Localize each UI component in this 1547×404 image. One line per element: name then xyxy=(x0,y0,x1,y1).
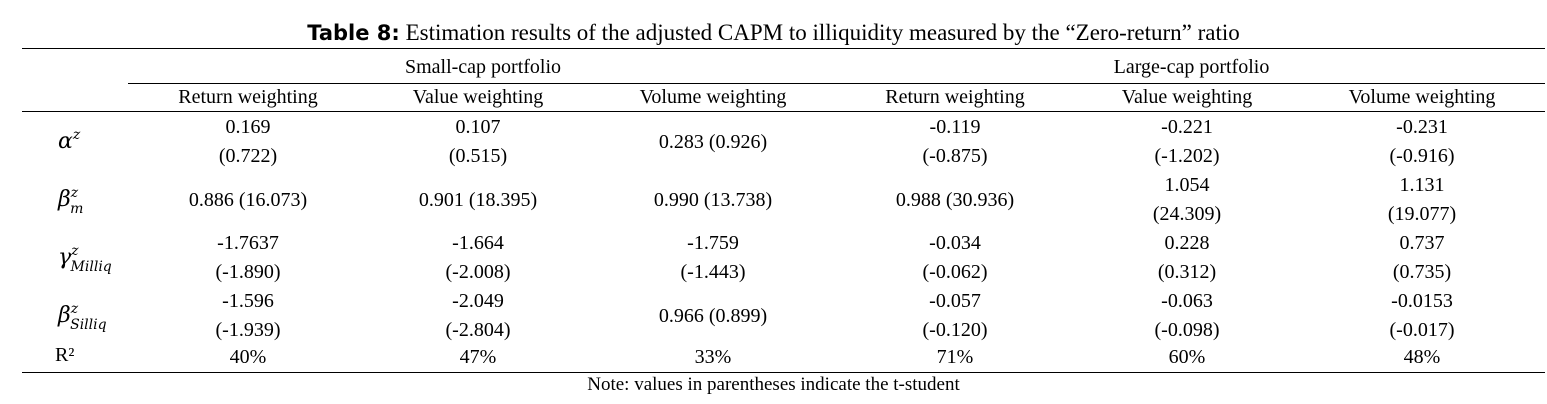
table-cell-beta_silliq-col4-estimate: -0.057 xyxy=(929,290,981,312)
table-cell-gamma_milliq-col2-estimate: -1.664 xyxy=(452,232,504,254)
table-cell-alpha-col4-estimate: -0.119 xyxy=(929,116,981,138)
column-header-small-3: Volume weighting xyxy=(639,86,787,108)
row-label-beta_m: βzm xyxy=(58,185,83,217)
table-cell-gamma_milliq-col4-estimate: -0.034 xyxy=(929,232,981,254)
row-label-text: R² xyxy=(55,344,75,366)
table-cell-beta_silliq-col5-estimate: -0.063 xyxy=(1161,290,1213,312)
table-cell-r2-col2-estimate: 47% xyxy=(459,346,497,368)
row-subscript: m xyxy=(70,201,84,217)
table-cell-r2-col6-estimate: 48% xyxy=(1403,346,1441,368)
column-header-small-1: Return weighting xyxy=(178,86,318,108)
column-header-large-1: Return weighting xyxy=(885,86,1025,108)
row-superscript: z xyxy=(70,185,79,201)
table-cell-alpha-col2-tstat: (0.515) xyxy=(448,145,508,167)
table-cell-beta_m-col2-estimate: 0.901 (18.395) xyxy=(418,188,538,211)
group-header-large-cap: Large-cap portfolio xyxy=(1113,56,1270,78)
row-superscript: z xyxy=(71,243,79,259)
table-cell-beta_m-col1-estimate: 0.886 (16.073) xyxy=(188,188,308,211)
table-cell-beta_silliq-col2-tstat: (-2.804) xyxy=(445,319,511,341)
table-cell-alpha-col4-tstat: (-0.875) xyxy=(922,145,988,167)
table-cell-beta_m-col6-tstat: (19.077) xyxy=(1387,203,1457,225)
row-superscript: z xyxy=(70,301,79,317)
table-cell-beta_m-col3-estimate: 0.990 (13.738) xyxy=(653,188,773,211)
top-rule xyxy=(22,48,1545,49)
table-cell-gamma_milliq-col6-estimate: 0.737 xyxy=(1399,232,1445,254)
table-cell-beta_silliq-col2-estimate: -2.049 xyxy=(452,290,504,312)
table-cell-gamma_milliq-col4-tstat: (-0.062) xyxy=(922,261,988,283)
table-cell-gamma_milliq-col1-tstat: (-1.890) xyxy=(215,261,281,283)
table-cell-r2-col4-estimate: 71% xyxy=(936,346,974,368)
table-cell-gamma_milliq-col2-tstat: (-2.008) xyxy=(445,261,511,283)
table-cell-beta_silliq-col3-estimate: 0.966 (0.899) xyxy=(658,304,768,327)
row-symbol: β xyxy=(58,187,71,212)
table-cell-alpha-col6-estimate: -0.231 xyxy=(1396,116,1448,138)
table-cell-alpha-col1-tstat: (0.722) xyxy=(218,145,278,167)
row-label-alpha: αz xyxy=(58,127,80,154)
table-cell-r2-col1-estimate: 40% xyxy=(229,346,267,368)
header-rule xyxy=(22,111,1545,112)
table-cell-gamma_milliq-col3-tstat: (-1.443) xyxy=(680,261,746,283)
row-label-beta_silliq: βzSilliq xyxy=(58,301,107,333)
table-cell-gamma_milliq-col5-tstat: (0.312) xyxy=(1157,261,1217,283)
table-title: Table 8: Estimation results of the adjus… xyxy=(0,18,1547,48)
row-subscript: Milliq xyxy=(70,259,112,275)
table-cell-beta_m-col5-estimate: 1.054 xyxy=(1164,174,1210,196)
column-header-large-3: Volume weighting xyxy=(1348,86,1496,108)
table-cell-beta_silliq-col5-tstat: (-0.098) xyxy=(1154,319,1220,341)
table-number: Table 8: xyxy=(307,21,400,45)
table-cell-beta_silliq-col4-tstat: (-0.120) xyxy=(922,319,988,341)
table-cell-beta_silliq-col1-tstat: (-1.939) xyxy=(215,319,281,341)
row-symbol: γ xyxy=(58,245,72,270)
row-label-gamma_milliq: γzMilliq xyxy=(58,243,112,275)
group-rule xyxy=(128,83,1545,84)
table-cell-alpha-col6-tstat: (-0.916) xyxy=(1389,145,1455,167)
table-cell-beta_m-col6-estimate: 1.131 xyxy=(1399,174,1445,196)
table-cell-alpha-col3-estimate: 0.283 (0.926) xyxy=(658,130,768,153)
row-subscript: Silliq xyxy=(70,317,107,333)
table-note: Note: values in parentheses indicate the… xyxy=(587,374,960,395)
table-cell-beta_silliq-col6-tstat: (-0.017) xyxy=(1389,319,1455,341)
group-header-small-cap: Small-cap portfolio xyxy=(404,56,562,78)
table-cell-alpha-col2-estimate: 0.107 xyxy=(455,116,501,138)
table-cell-gamma_milliq-col1-estimate: -1.7637 xyxy=(217,232,279,254)
table-cell-gamma_milliq-col5-estimate: 0.228 xyxy=(1164,232,1210,254)
bottom-rule xyxy=(22,372,1545,373)
table-cell-beta_silliq-col1-estimate: -1.596 xyxy=(222,290,274,312)
table-cell-beta_m-col4-estimate: 0.988 (30.936) xyxy=(895,188,1015,211)
table-cell-beta_silliq-col6-estimate: -0.0153 xyxy=(1391,290,1453,312)
table-cell-gamma_milliq-col3-estimate: -1.759 xyxy=(687,232,739,254)
row-symbol: α xyxy=(58,129,73,154)
table-cell-gamma_milliq-col6-tstat: (0.735) xyxy=(1392,261,1452,283)
table-cell-beta_m-col5-tstat: (24.309) xyxy=(1152,203,1222,225)
table-cell-alpha-col5-estimate: -0.221 xyxy=(1161,116,1213,138)
row-label-r2: R² xyxy=(55,344,74,367)
table-caption: Estimation results of the adjusted CAPM … xyxy=(405,20,1240,45)
table-cell-r2-col3-estimate: 33% xyxy=(694,346,732,368)
table-cell-alpha-col5-tstat: (-1.202) xyxy=(1154,145,1220,167)
table-cell-r2-col5-estimate: 60% xyxy=(1168,346,1206,368)
column-header-small-2: Value weighting xyxy=(412,86,544,108)
row-superscript: z xyxy=(72,127,81,143)
table-cell-alpha-col1-estimate: 0.169 xyxy=(225,116,271,138)
row-symbol: β xyxy=(58,303,71,328)
column-header-large-2: Value weighting xyxy=(1121,86,1253,108)
